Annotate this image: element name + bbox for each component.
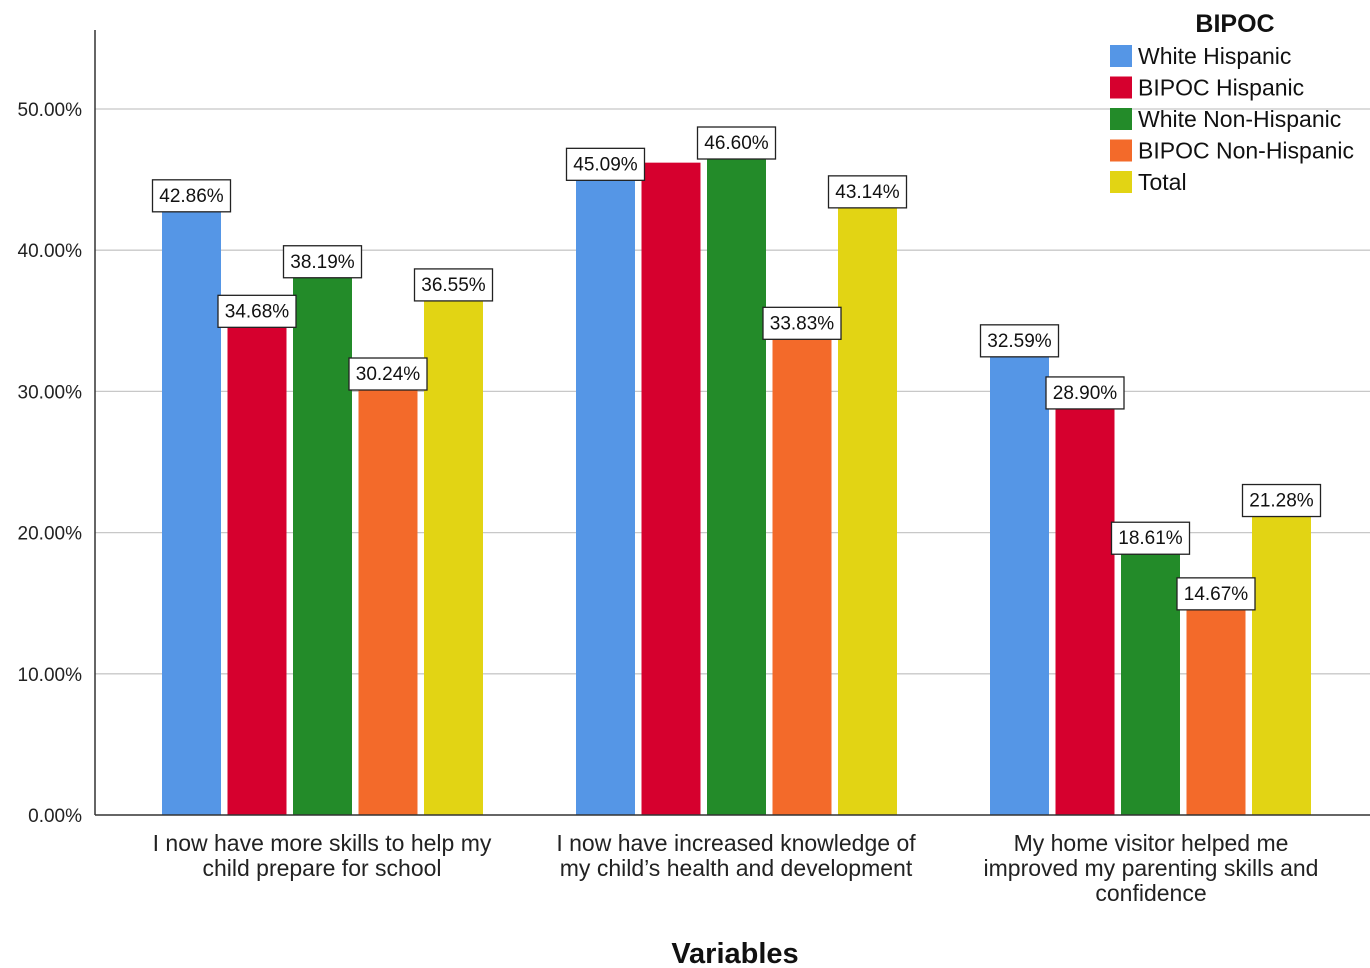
y-tick-label: 10.00% [18, 665, 83, 686]
legend-entry: White Hispanic [1110, 43, 1291, 69]
svg-text:38.19%: 38.19% [290, 252, 355, 273]
data-label: 30.24% [348, 357, 428, 391]
x-axis-title: Variables [671, 938, 798, 968]
data-label: 43.14% [827, 175, 908, 209]
bar [576, 178, 635, 815]
bars [162, 157, 1311, 816]
data-label: 32.59% [979, 324, 1060, 358]
bar [1121, 552, 1180, 815]
data-label: 21.28% [1241, 483, 1322, 518]
x-category-labels: I now have more skills to help my child p… [153, 830, 1319, 906]
svg-text:32.59%: 32.59% [987, 331, 1052, 352]
y-tick-label: 20.00% [18, 524, 83, 545]
bar [1055, 406, 1115, 815]
bar [1252, 514, 1311, 815]
data-label: 28.90% [1045, 376, 1125, 410]
data-label: 46.60% [696, 126, 777, 160]
y-tick-labels: 0.00% 10.00% 20.00% 30.00% 40.00% 50.00% [18, 100, 83, 827]
x-category-label: I now have increased knowledge of my chil… [556, 830, 916, 881]
bar [227, 325, 287, 815]
svg-text:Total: Total [1138, 169, 1187, 195]
x-category-label: My home visitor helped me improved my par… [984, 830, 1319, 906]
legend-entry: Total [1110, 169, 1187, 195]
y-tick-label: 30.00% [18, 382, 83, 403]
bar [838, 205, 897, 815]
svg-text:White Hispanic: White Hispanic [1138, 43, 1291, 69]
svg-text:43.14%: 43.14% [835, 182, 900, 203]
data-label: 45.09% [565, 147, 646, 181]
data-label: 18.61% [1110, 521, 1191, 555]
svg-text:28.90%: 28.90% [1053, 383, 1118, 404]
bar [707, 157, 766, 815]
data-label: 34.68% [217, 294, 297, 328]
svg-text:White Non-Hispanic: White Non-Hispanic [1138, 106, 1341, 132]
legend-title: BIPOC [1195, 10, 1274, 38]
bar [424, 298, 483, 815]
bar [1186, 607, 1246, 815]
svg-text:14.67%: 14.67% [1184, 584, 1249, 605]
bar [358, 388, 418, 815]
bar [772, 337, 832, 815]
data-label: 36.55% [413, 268, 494, 302]
svg-text:BIPOC Hispanic: BIPOC Hispanic [1138, 75, 1304, 101]
svg-text:BIPOC Non-Hispanic: BIPOC Non-Hispanic [1138, 138, 1354, 164]
legend-entry: White Non-Hispanic [1110, 106, 1341, 132]
svg-text:46.60%: 46.60% [704, 133, 769, 154]
axes [94, 30, 1370, 816]
bar [162, 209, 221, 816]
data-label: 42.86% [151, 179, 232, 213]
svg-text:21.28%: 21.28% [1249, 491, 1314, 512]
svg-text:34.68%: 34.68% [225, 301, 290, 322]
y-tick-label: 40.00% [18, 241, 83, 262]
data-label: 38.19% [282, 245, 363, 279]
legend-entry: BIPOC Hispanic [1110, 75, 1304, 101]
legend-entry: BIPOC Non-Hispanic [1110, 138, 1354, 164]
svg-text:30.24%: 30.24% [356, 364, 421, 385]
data-label: 14.67% [1176, 577, 1256, 611]
data-labels: 42.86% 45.09% 32.59% 34.68% 28.90% 38.19% 46.6… [151, 126, 1322, 611]
y-tick-label: 50.00% [18, 100, 83, 121]
bar [990, 354, 1049, 815]
legend: BIPOC White Hispanic BIPOC Hispanic White N… [1110, 10, 1354, 195]
svg-text:42.86%: 42.86% [159, 186, 224, 207]
data-label: 33.83% [762, 306, 842, 340]
x-category-label: I now have more skills to help my child p… [153, 830, 492, 881]
y-tick-label: 0.00% [28, 806, 82, 827]
svg-text:33.83%: 33.83% [770, 313, 835, 334]
svg-text:45.09%: 45.09% [573, 154, 638, 175]
svg-text:18.61%: 18.61% [1118, 528, 1183, 549]
bar [293, 275, 352, 815]
svg-text:36.55%: 36.55% [421, 275, 486, 296]
bar [641, 162, 701, 815]
